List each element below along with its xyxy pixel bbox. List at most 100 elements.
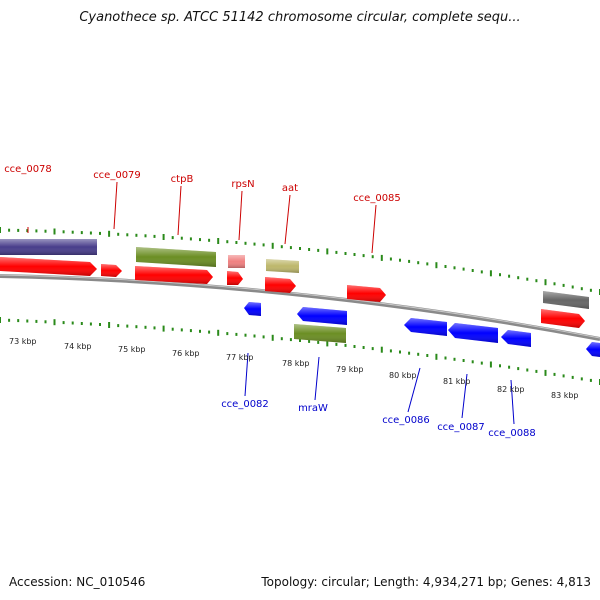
tick-label: 78 kbp [282,359,310,368]
feature-shading [244,302,261,316]
minor-tick [371,255,374,259]
minor-tick [389,349,392,353]
tick-label: 74 kbp [64,342,92,351]
minor-tick [253,242,256,246]
tick-label: 80 kbp [389,371,417,380]
feature-shading [135,266,213,284]
minor-tick [535,279,538,283]
feature-shading [501,330,531,347]
major-tick [380,254,383,261]
gene-label[interactable]: rpsN [231,179,254,190]
gene-label[interactable]: cce_0086 [382,415,430,426]
minor-tick [189,329,192,333]
major-tick [108,230,111,237]
major-tick [162,325,165,332]
minor-tick [180,328,183,332]
minor-tick [399,350,401,354]
minor-tick [71,230,74,234]
tick-label: 83 kbp [551,391,579,400]
minor-tick [253,334,256,338]
gene-label[interactable]: cce_0085 [353,193,401,204]
gene-label[interactable]: aat [282,183,298,194]
minor-tick [553,372,556,376]
minor-tick [153,234,156,238]
tick-label: 76 kbp [172,349,200,358]
minor-tick [453,357,456,361]
map-title: Cyanothece sp. ATCC 51142 chromosome cir… [79,10,521,25]
minor-tick [426,354,429,357]
major-tick [108,322,111,328]
minor-tick [117,324,120,328]
lower-tick-row [0,317,600,385]
minor-tick [144,234,147,238]
gene-label[interactable]: cce_0087 [437,422,485,433]
tick-label: 77 kbp [226,353,254,362]
feature-shading [347,285,386,302]
major-tick [489,361,492,368]
minor-tick [444,356,447,360]
minor-tick [580,377,583,381]
major-tick [271,334,274,341]
minor-tick [244,241,247,245]
major-tick [0,317,1,323]
minor-tick [180,236,183,240]
minor-tick [589,378,592,382]
minor-tick [199,238,201,242]
minor-tick [226,240,229,244]
minor-tick [553,282,556,286]
feature-shading [266,259,299,273]
minor-tick [580,287,583,291]
minor-tick [499,364,501,368]
minor-tick [444,265,447,268]
minor-tick [589,288,592,292]
minor-tick [62,230,65,234]
tick-label: 75 kbp [118,345,146,354]
minor-tick [453,266,456,270]
reverse-features [244,302,600,357]
minor-tick [126,324,129,328]
feature-shading [0,257,97,276]
minor-tick [135,233,138,237]
upper-tick-row [0,227,600,295]
feature-shading [294,324,346,343]
forward-gene-labels: cce_0078 cce_0079 ctpB rpsN aat cce_0085 [4,164,401,204]
minor-tick [171,327,174,331]
major-tick [326,248,329,255]
backbone-line [0,274,600,341]
minor-tick [426,262,429,266]
minor-tick [462,359,465,362]
minor-tick [17,228,20,232]
gene-label[interactable]: cce_0078 [4,164,52,175]
reverse-leader-lines [244,352,515,425]
minor-tick [99,323,101,326]
gene-label[interactable]: cce_0082 [221,399,269,410]
gene-label[interactable]: mraW [298,403,328,414]
minor-tick [480,361,483,365]
feature-shading [101,264,122,277]
minor-tick [335,250,338,254]
tick-labels: 73 kbp 74 kbp 75 kbp 76 kbp 77 kbp 78 kbp 79 k… [9,337,579,400]
minor-tick [235,241,238,244]
minor-tick [517,276,520,280]
gene-label[interactable]: ctpB [171,174,194,185]
minor-tick [80,231,83,235]
major-tick [217,329,220,336]
feature-shading [541,309,585,328]
major-tick [489,270,492,277]
minor-tick [44,229,47,233]
minor-tick [471,269,474,272]
minor-tick [308,339,311,343]
minor-tick [308,248,311,251]
minor-tick [135,325,138,329]
minor-tick [126,233,129,237]
minor-tick [535,369,538,373]
feature-shading [297,307,347,325]
major-tick [162,234,165,240]
gene-label[interactable]: cce_0088 [488,428,536,439]
backbone-highlight [0,274,600,339]
minor-tick [62,321,65,325]
minor-tick [471,360,474,364]
minor-tick [399,258,401,262]
gene-label[interactable]: cce_0079 [93,170,141,181]
